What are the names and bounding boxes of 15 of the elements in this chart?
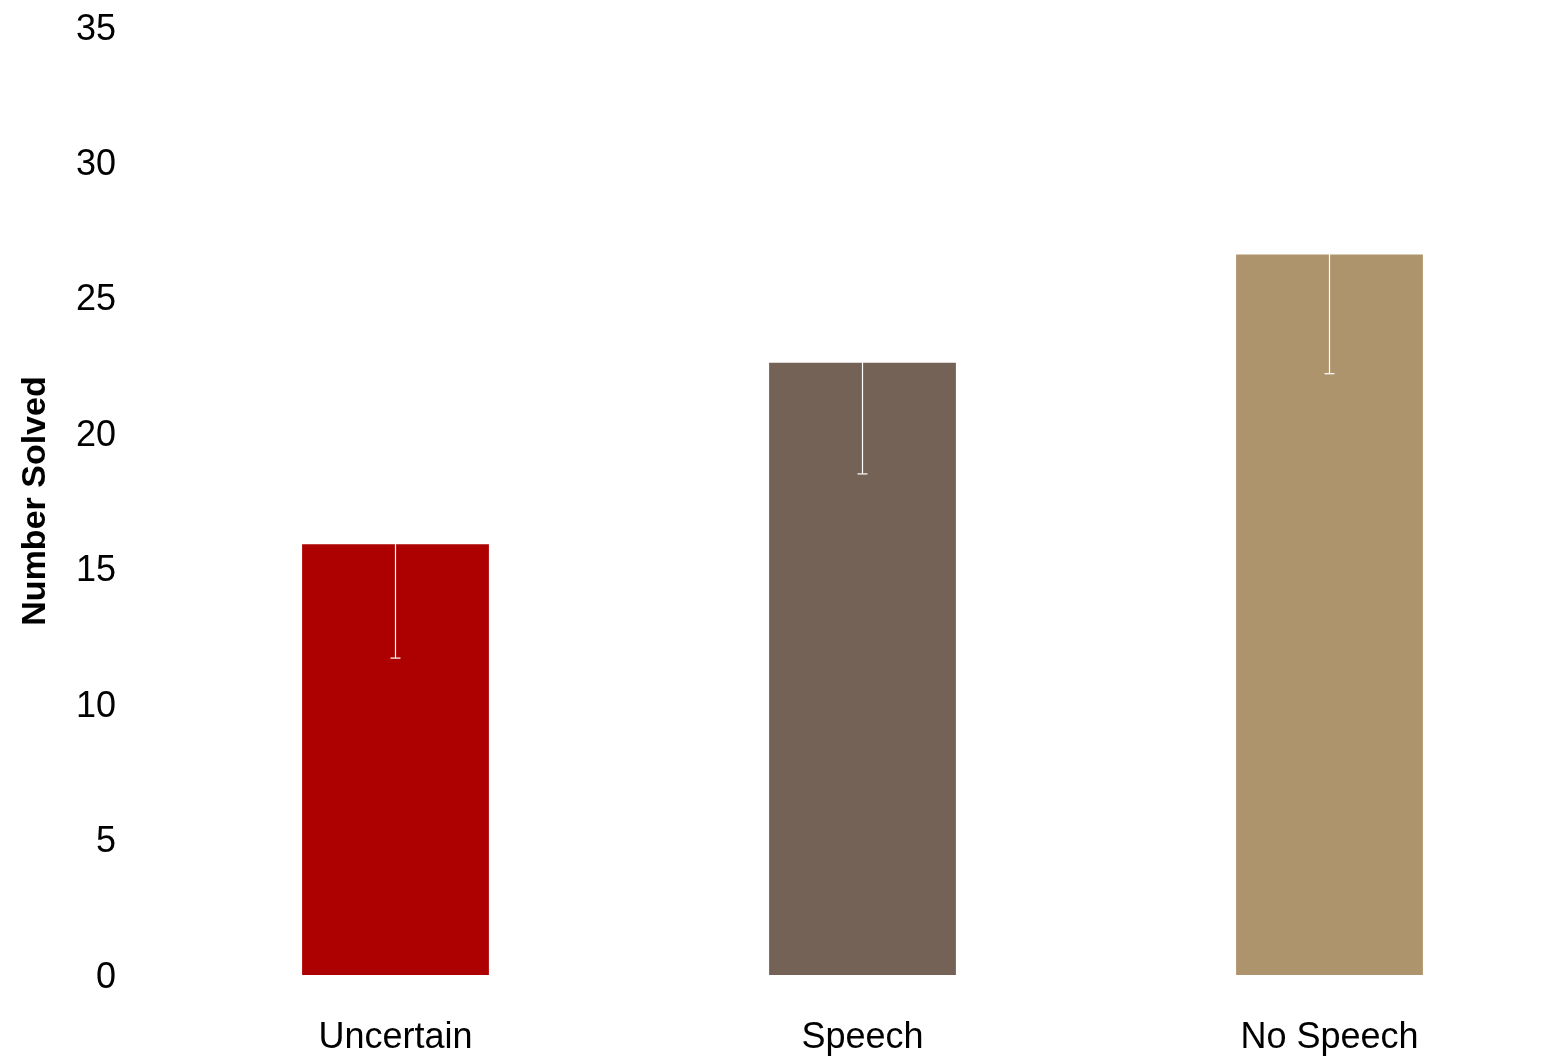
bar: [302, 544, 489, 975]
y-tick-label: 15: [75, 548, 116, 590]
y-tick-label: 20: [75, 412, 116, 454]
y-tick-label: 30: [75, 141, 116, 183]
bar: [1236, 254, 1423, 975]
y-tick-label: 10: [75, 683, 116, 725]
x-tick-label: No Speech: [1240, 1014, 1419, 1056]
y-axis-title: Number Solved: [14, 376, 52, 626]
y-tick-label: 5: [95, 819, 116, 861]
y-tick-label: 0: [95, 954, 116, 996]
x-tick-label: Uncertain: [318, 1014, 473, 1056]
y-tick-label: 25: [75, 277, 116, 319]
y-tick-label: 35: [75, 6, 116, 48]
bar: [769, 362, 956, 975]
x-tick-label: Speech: [801, 1014, 924, 1056]
